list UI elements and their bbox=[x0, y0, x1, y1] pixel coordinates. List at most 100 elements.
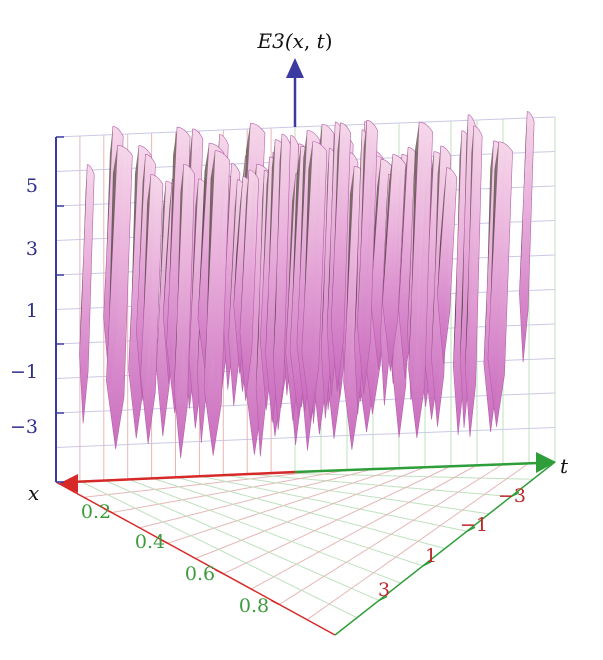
surface-shadow bbox=[460, 114, 469, 359]
surface-spike bbox=[106, 145, 133, 450]
surface-spike bbox=[273, 133, 291, 430]
t-tick-label: −1 bbox=[460, 514, 488, 536]
surface-shadow bbox=[156, 180, 166, 368]
surface-spike bbox=[173, 163, 195, 459]
x-tick-mark bbox=[159, 538, 168, 544]
surface-spike bbox=[519, 111, 535, 363]
z-tick-label: 3 bbox=[26, 238, 38, 260]
t-tick-mark bbox=[510, 491, 520, 498]
surface-shadow bbox=[453, 130, 462, 367]
surface-spike bbox=[79, 164, 95, 424]
z-axis-arrow-icon bbox=[286, 58, 304, 78]
t-tick-label: 1 bbox=[425, 545, 437, 567]
surface-shadow bbox=[357, 120, 367, 326]
t-scale-edge bbox=[334, 461, 556, 636]
surface-shadow bbox=[354, 129, 363, 346]
x-tick-label: 0.2 bbox=[81, 501, 111, 523]
x-tick-mark bbox=[103, 507, 113, 514]
surface-shadow bbox=[465, 125, 474, 369]
x-axis-title: x bbox=[28, 481, 39, 505]
surface-spike bbox=[301, 141, 328, 421]
surface-shadow bbox=[128, 145, 139, 370]
surface-shadow bbox=[197, 143, 210, 319]
surface-shadow bbox=[239, 169, 249, 332]
floor-grid-line bbox=[278, 463, 504, 605]
x-tick-label: 0.8 bbox=[239, 595, 269, 617]
surface-shadow bbox=[407, 152, 416, 332]
surface-shadow bbox=[136, 154, 146, 332]
surface-shadow bbox=[321, 148, 330, 350]
surface-shadow bbox=[331, 122, 341, 323]
floor-grid-line bbox=[127, 478, 402, 584]
surface-shadow bbox=[233, 176, 243, 305]
floor-grid-line bbox=[79, 480, 358, 619]
surface bbox=[79, 111, 535, 459]
surface-shadow bbox=[437, 167, 447, 296]
surface-spike bbox=[464, 125, 483, 437]
surface-shadow bbox=[260, 156, 270, 342]
surface-shadow bbox=[106, 145, 118, 381]
surface-shadow bbox=[343, 166, 355, 382]
surface-shadow bbox=[285, 173, 296, 352]
z-axis-title: E3(x, t) bbox=[257, 29, 333, 53]
surface-spike bbox=[357, 119, 378, 395]
surface-shadow bbox=[327, 121, 336, 329]
surface-shadow bbox=[228, 179, 238, 338]
z-tick-label: 1 bbox=[26, 300, 38, 322]
surface-spike bbox=[437, 167, 458, 364]
surface-shadow bbox=[189, 178, 199, 360]
x-tick-mark bbox=[215, 569, 224, 575]
t-axis-title: t bbox=[560, 454, 569, 478]
surface-shadow bbox=[289, 146, 301, 351]
x-axis-arrow-icon bbox=[58, 474, 78, 493]
surface-shadow bbox=[265, 139, 276, 354]
z-tick-label: −3 bbox=[10, 416, 38, 438]
surface-shadow bbox=[256, 170, 265, 388]
surface-shadow bbox=[398, 147, 409, 310]
t-tick-mark bbox=[466, 526, 476, 532]
x-tick-mark bbox=[270, 599, 280, 606]
surface-spike bbox=[330, 122, 351, 392]
t-tick-label: −3 bbox=[498, 485, 526, 507]
surface-shadow bbox=[431, 146, 441, 358]
surface-spike bbox=[239, 169, 260, 401]
surface-shadow bbox=[239, 123, 251, 315]
t-axis-line bbox=[294, 461, 539, 474]
surface-shadow bbox=[166, 127, 178, 345]
surface-spike bbox=[382, 154, 406, 372]
surface-spike bbox=[487, 141, 513, 427]
surface-shadow bbox=[380, 174, 389, 337]
surface-shadow bbox=[408, 122, 420, 370]
floor-grid-line bbox=[306, 462, 530, 621]
surface-shadow bbox=[296, 130, 308, 344]
floor-grid-line bbox=[223, 465, 452, 575]
surface-shadow bbox=[174, 164, 184, 390]
x-scale-edge bbox=[55, 481, 336, 636]
surface-shadow bbox=[204, 150, 216, 388]
surface-spike bbox=[203, 150, 230, 456]
surface-shadow bbox=[483, 140, 494, 364]
floor-grid-line bbox=[195, 466, 426, 559]
x-tick-label: 0.4 bbox=[135, 531, 165, 553]
floor-grid-line bbox=[251, 464, 478, 590]
z-tick-label: −1 bbox=[10, 361, 38, 383]
t-tick-label: 3 bbox=[378, 579, 390, 601]
t-tick-mark bbox=[422, 561, 432, 567]
surface-shadow bbox=[382, 154, 393, 303]
floor-grid-line bbox=[151, 477, 424, 567]
tick-labels: 0.2 0.4 0.6 0.8 −3 −1 1 3 5 3 1 −1 −3 bbox=[10, 175, 526, 617]
x-tick-label: 0.6 bbox=[185, 563, 215, 585]
surface-shadow bbox=[79, 164, 88, 355]
z-tick-label: 5 bbox=[26, 175, 38, 197]
surface-shadow bbox=[163, 179, 173, 316]
surface-shadow bbox=[273, 134, 282, 362]
surface-shadow bbox=[301, 141, 313, 353]
t-tick-mark bbox=[378, 595, 388, 602]
surface-spike bbox=[408, 121, 433, 438]
floor-grid-line bbox=[103, 479, 380, 601]
surface-shadow bbox=[140, 174, 151, 376]
surface-shadow bbox=[103, 126, 113, 318]
t-axis-arrow-icon bbox=[536, 452, 556, 473]
surface-shadow bbox=[487, 141, 499, 359]
